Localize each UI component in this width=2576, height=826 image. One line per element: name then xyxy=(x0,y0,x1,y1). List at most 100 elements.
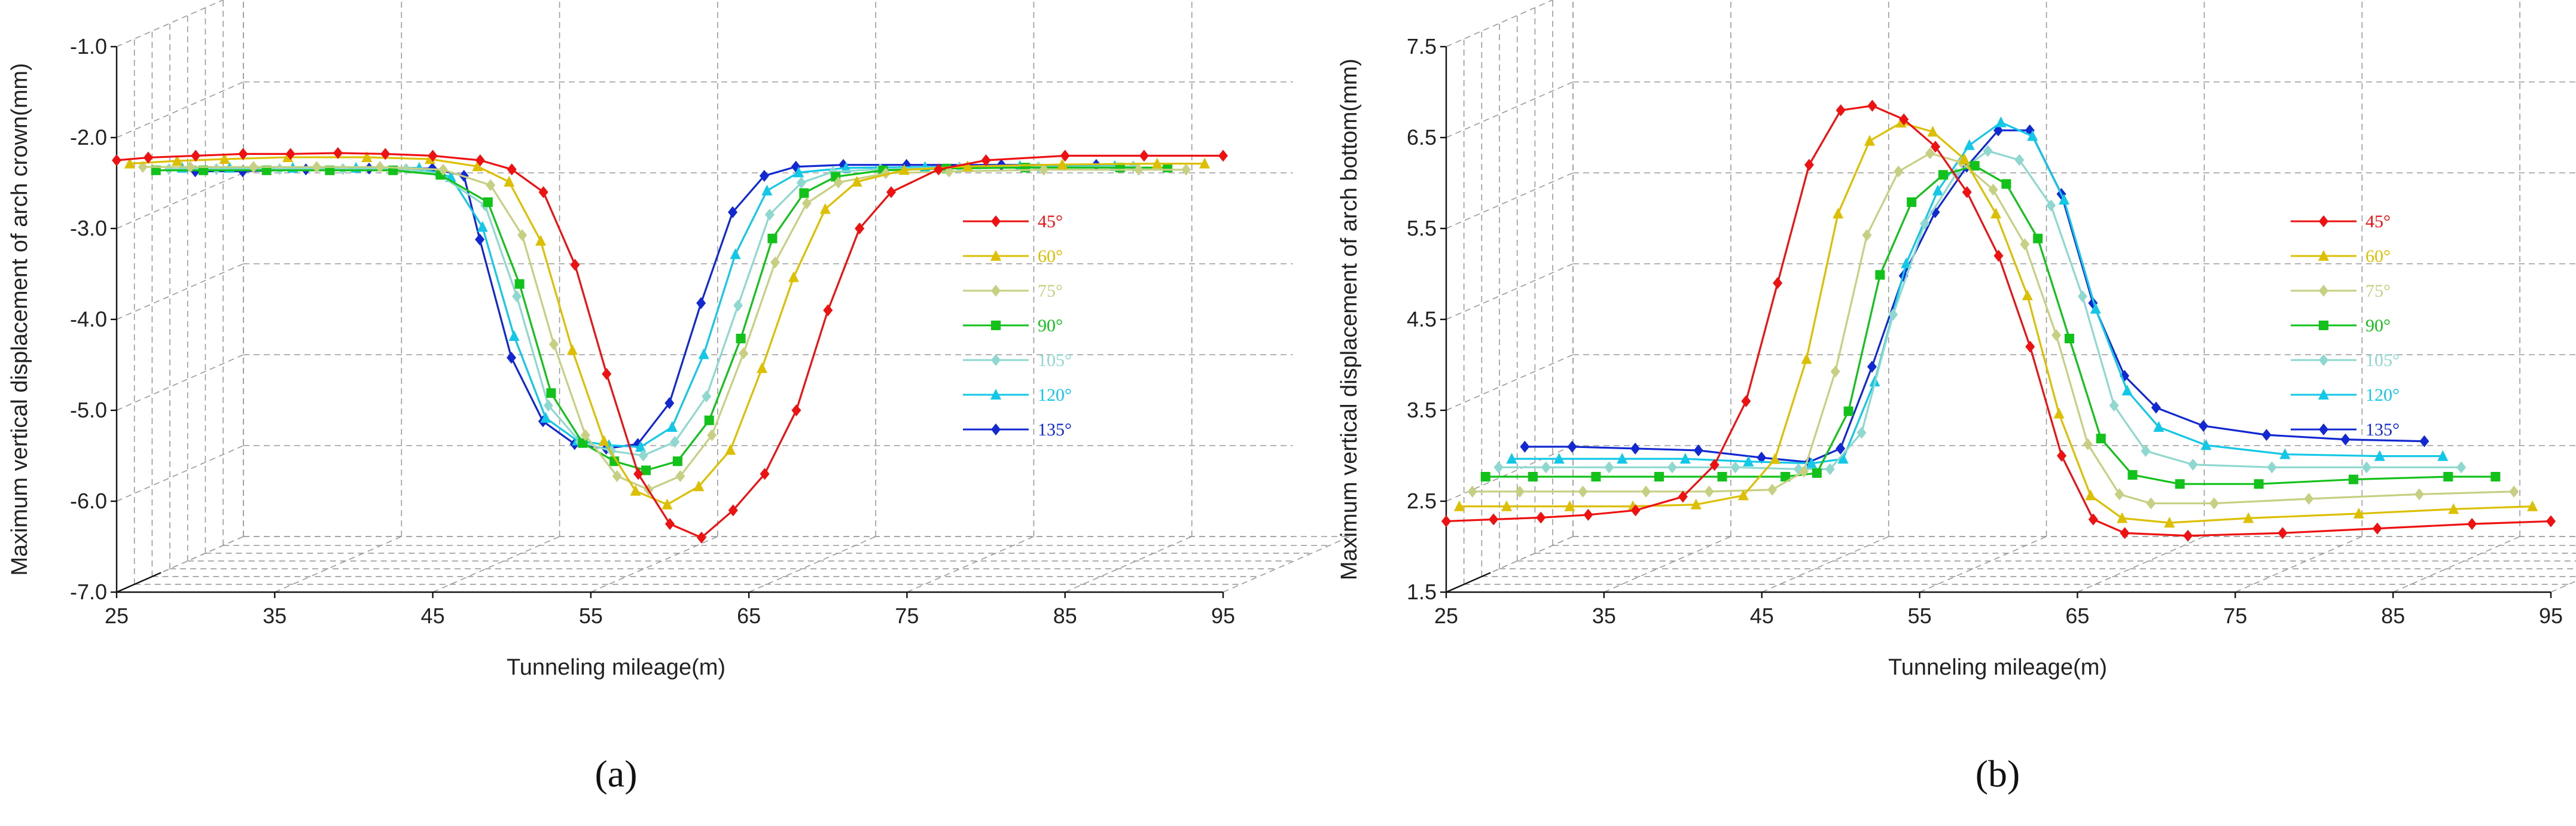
floor-grid-line xyxy=(2077,536,2205,593)
data-point xyxy=(1528,472,1538,482)
data-point xyxy=(1690,498,1702,510)
data-point xyxy=(1930,141,1940,153)
data-point xyxy=(1925,147,1935,160)
x-tick-label: 65 xyxy=(2065,604,2089,628)
left-wall-grid-line xyxy=(116,445,244,502)
legend-label: 60° xyxy=(2365,246,2391,266)
data-point xyxy=(1520,440,1530,453)
series-60deg xyxy=(124,151,1211,510)
data-point xyxy=(507,163,517,176)
legend-label: 90° xyxy=(2365,316,2391,336)
series-90deg xyxy=(1480,161,2501,489)
floor-grid-line xyxy=(432,536,560,593)
legend-marker xyxy=(2318,250,2329,261)
data-point xyxy=(1604,461,1614,474)
left-wall-grid-line xyxy=(1446,354,1574,411)
data-point xyxy=(2033,233,2043,243)
data-point xyxy=(2175,479,2185,489)
y-tick-label: -7.0 xyxy=(70,580,107,604)
chart-b: 25 35 45 55 65 75 85 95 1.5 2.5 3.5 4.5 5.5 6.5 7.5 Tun… xyxy=(1337,0,2576,795)
data-point xyxy=(211,163,221,175)
data-point xyxy=(1864,135,1875,146)
data-point xyxy=(1993,249,2004,262)
data-point xyxy=(1467,485,1477,498)
data-point xyxy=(1757,452,1767,464)
data-point xyxy=(486,179,496,191)
legend-label: 135° xyxy=(2365,420,2400,440)
data-point xyxy=(759,169,769,182)
data-point xyxy=(1769,453,1781,464)
legend-marker xyxy=(990,389,1001,400)
data-point xyxy=(696,297,706,309)
data-point xyxy=(1541,461,1551,474)
data-point xyxy=(312,161,322,173)
legend-marker xyxy=(2319,354,2328,366)
x-tick-label: 65 xyxy=(737,604,761,628)
data-point xyxy=(535,234,547,246)
data-point xyxy=(2020,238,2030,251)
legend-label: 75° xyxy=(1038,281,1063,301)
series-line xyxy=(156,166,1168,471)
data-point xyxy=(2261,429,2272,441)
data-point xyxy=(2121,385,2133,396)
data-point xyxy=(112,154,121,166)
data-point xyxy=(475,154,485,166)
data-point xyxy=(1990,208,2002,219)
data-point xyxy=(2419,435,2429,447)
data-point xyxy=(633,468,644,480)
data-point xyxy=(1867,99,1877,112)
y-tick-label: -6.0 xyxy=(70,489,107,513)
data-point xyxy=(1932,184,1943,196)
data-point xyxy=(1888,308,1898,321)
data-point xyxy=(1830,365,1840,378)
data-point xyxy=(2374,450,2385,461)
data-point xyxy=(666,420,678,432)
floor-grid-line xyxy=(2550,580,2576,593)
floor-grid-line xyxy=(748,536,876,593)
data-point xyxy=(543,399,553,412)
y-tick-label: 6.5 xyxy=(1407,125,1437,150)
z-axis xyxy=(116,572,161,593)
legend-marker xyxy=(2319,215,2328,227)
data-point xyxy=(504,175,515,187)
x-tick-label: 45 xyxy=(1750,604,1774,628)
legend-marker xyxy=(991,321,1001,330)
floor-grid-line xyxy=(590,536,718,593)
x-tick-label: 25 xyxy=(105,604,129,628)
data-point xyxy=(2467,518,2477,530)
data-point xyxy=(736,333,746,343)
data-point xyxy=(2141,444,2151,457)
data-point xyxy=(1743,455,1754,467)
legend-marker xyxy=(2319,321,2328,330)
data-point xyxy=(185,161,196,173)
data-point xyxy=(833,176,843,189)
data-point xyxy=(788,271,799,282)
series-90deg xyxy=(151,163,1173,476)
legend-label: 135° xyxy=(1038,420,1072,440)
data-point xyxy=(602,368,612,380)
data-point xyxy=(801,197,812,209)
y-tick-label: -5.0 xyxy=(70,398,107,422)
floor-grid-line xyxy=(1223,536,1351,593)
left-wall-grid-line xyxy=(1446,263,1574,320)
data-point xyxy=(2109,399,2119,412)
data-point xyxy=(2183,529,2193,542)
x-tick-label: 95 xyxy=(1211,604,1235,628)
data-point xyxy=(1654,472,1664,482)
data-point xyxy=(934,163,944,176)
data-point xyxy=(2361,461,2371,474)
series-45deg xyxy=(112,147,1228,544)
data-point xyxy=(1578,485,1588,498)
data-point xyxy=(2348,474,2358,484)
series-105deg xyxy=(164,160,1138,462)
data-point xyxy=(2267,461,2277,474)
data-point xyxy=(1862,229,1872,242)
data-point xyxy=(508,330,520,341)
legend-label: 60° xyxy=(1038,246,1063,266)
legend-marker xyxy=(2319,285,2328,297)
data-point xyxy=(962,160,973,172)
data-point xyxy=(1993,124,2004,136)
data-point xyxy=(1667,461,1677,474)
data-point xyxy=(2027,130,2038,141)
